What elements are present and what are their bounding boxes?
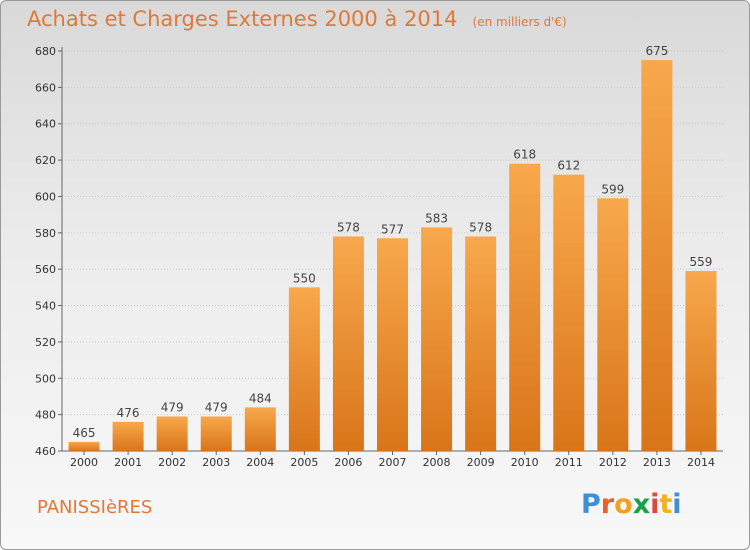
bar-2006 bbox=[332, 236, 364, 451]
x-tick-label: 2003 bbox=[202, 456, 230, 469]
y-tick-label: 600 bbox=[35, 190, 56, 203]
bar-2001 bbox=[112, 421, 144, 451]
y-tick-labels: 460 480 500 520 540 560 580 600 620 640 660 680 bbox=[35, 45, 56, 458]
y-tick-label: 560 bbox=[35, 263, 56, 276]
x-tick-label: 2001 bbox=[114, 456, 142, 469]
bar-2009 bbox=[465, 236, 497, 451]
bar-2000 bbox=[68, 441, 100, 451]
data-label: 465 bbox=[73, 426, 96, 440]
chart-title: Achats et Charges Externes 2000 à 2014 bbox=[27, 7, 458, 31]
x-tick-label: 2004 bbox=[246, 456, 274, 469]
bar-2005 bbox=[288, 287, 320, 451]
chart-subtitle: (en milliers d'€) bbox=[472, 15, 567, 29]
data-label: 618 bbox=[513, 148, 536, 162]
location-name: PANISSIèRES bbox=[37, 497, 153, 518]
data-label: 479 bbox=[205, 400, 228, 414]
x-tick-label: 2006 bbox=[334, 456, 362, 469]
y-tick-label: 640 bbox=[35, 118, 56, 131]
bar-2011 bbox=[553, 174, 585, 452]
data-label: 578 bbox=[337, 220, 360, 234]
bar-2002 bbox=[156, 416, 188, 451]
logo-letter: P bbox=[581, 489, 601, 520]
x-tick-label: 2009 bbox=[467, 456, 495, 469]
data-label: 599 bbox=[601, 182, 624, 196]
logo-letter: i bbox=[672, 489, 682, 520]
y-tick-label: 620 bbox=[35, 154, 56, 167]
x-tick-label: 2014 bbox=[687, 456, 715, 469]
x-tick-label: 2007 bbox=[379, 456, 407, 469]
proxiti-logo: Proxiti bbox=[581, 489, 682, 520]
data-label: 612 bbox=[557, 159, 580, 173]
logo-letter: x bbox=[632, 489, 651, 520]
y-tick-label: 500 bbox=[35, 372, 56, 385]
bar-2010 bbox=[509, 163, 541, 451]
bar-2012 bbox=[597, 198, 629, 451]
y-tick-label: 680 bbox=[35, 45, 56, 58]
bars bbox=[68, 60, 717, 452]
x-tick-label: 2010 bbox=[511, 456, 539, 469]
x-tick-label: 2000 bbox=[70, 456, 98, 469]
y-tick-label: 580 bbox=[35, 227, 56, 240]
bar-2007 bbox=[377, 238, 408, 451]
logo-letter: i bbox=[650, 489, 660, 520]
bar-2013 bbox=[641, 60, 673, 451]
title-row: Achats et Charges Externes 2000 à 2014 (… bbox=[27, 7, 567, 31]
data-label: 559 bbox=[690, 255, 713, 269]
y-tick-label: 460 bbox=[35, 445, 56, 458]
data-label: 550 bbox=[293, 271, 316, 285]
x-tick-label: 2011 bbox=[555, 456, 583, 469]
data-label: 578 bbox=[469, 220, 492, 234]
bar-2004 bbox=[244, 407, 276, 451]
x-tick-label: 2013 bbox=[643, 456, 671, 469]
x-tick-label: 2002 bbox=[158, 456, 186, 469]
bar-2003 bbox=[200, 416, 232, 451]
logo-letter: t bbox=[659, 489, 673, 520]
data-labels: 465 476 479 479 484 550 578 577 583 578 618 612 599 6… bbox=[73, 44, 713, 440]
y-tick-label: 520 bbox=[35, 336, 56, 349]
x-tick-label: 2012 bbox=[599, 456, 627, 469]
bar-2008 bbox=[421, 227, 453, 451]
data-label: 577 bbox=[381, 222, 404, 236]
x-tick-label: 2005 bbox=[290, 456, 318, 469]
y-tick-label: 660 bbox=[35, 81, 56, 94]
data-label: 479 bbox=[161, 400, 184, 414]
logo-letter: r bbox=[600, 489, 615, 520]
data-label: 484 bbox=[249, 391, 272, 405]
data-label: 583 bbox=[425, 211, 448, 225]
y-tick-label: 540 bbox=[35, 300, 56, 313]
data-label: 675 bbox=[645, 44, 668, 58]
x-tick-labels: 2000 2001 2002 2003 2004 2005 2006 2007 2008 2009… bbox=[70, 456, 715, 469]
x-tick-label: 2008 bbox=[423, 456, 451, 469]
bar-2014 bbox=[685, 271, 717, 451]
y-tick-label: 480 bbox=[35, 409, 56, 422]
logo-letter: o bbox=[614, 489, 633, 520]
data-label: 476 bbox=[117, 406, 140, 420]
